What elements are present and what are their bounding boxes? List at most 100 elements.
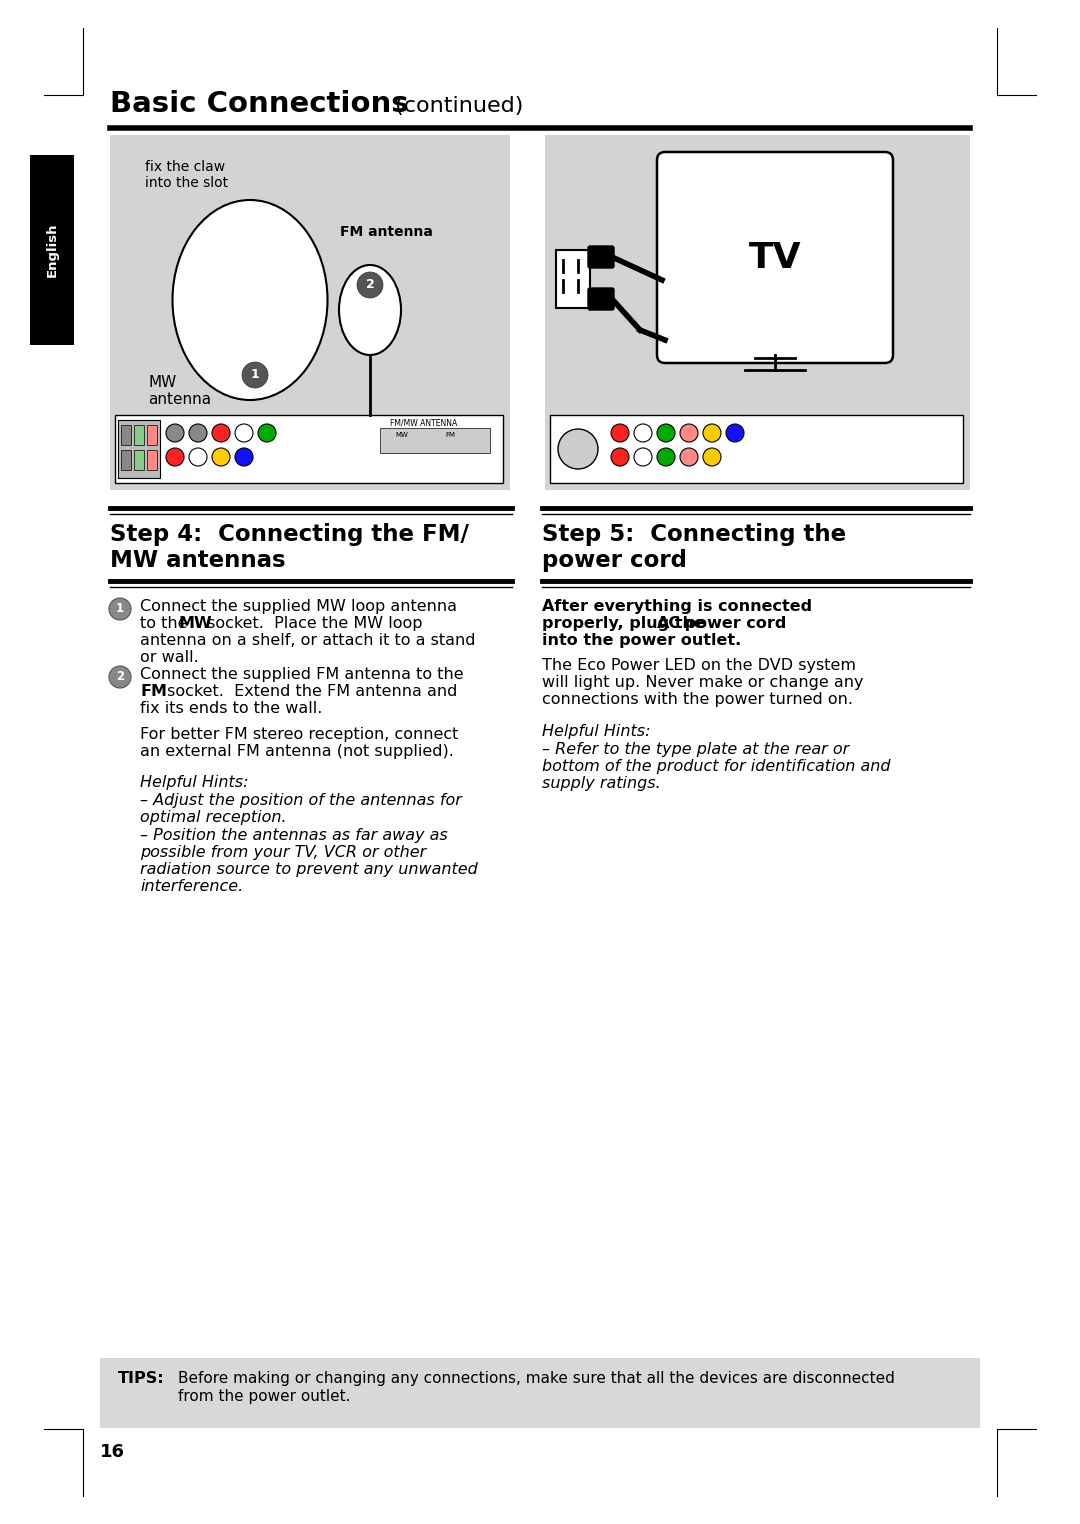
Text: power cord: power cord	[679, 616, 786, 631]
Bar	[110, 136, 510, 491]
Circle shape	[166, 448, 184, 466]
Text: Connect the supplied FM antenna to the: Connect the supplied FM antenna to the	[140, 668, 463, 683]
Bar	[118, 421, 160, 479]
Text: MW: MW	[178, 616, 212, 631]
Circle shape	[657, 424, 675, 442]
Bar	[121, 450, 131, 469]
Circle shape	[680, 448, 698, 466]
Text: Basic Connections: Basic Connections	[110, 90, 408, 117]
Text: antenna on a shelf, or attach it to a stand: antenna on a shelf, or attach it to a st…	[140, 632, 475, 648]
Text: supply ratings.: supply ratings.	[542, 776, 661, 791]
Circle shape	[726, 424, 744, 442]
Circle shape	[235, 448, 253, 466]
Text: (continued): (continued)	[388, 96, 524, 116]
Circle shape	[242, 363, 268, 389]
Text: – Adjust the position of the antennas for: – Adjust the position of the antennas fo…	[140, 792, 462, 808]
Bar	[147, 425, 157, 445]
Circle shape	[189, 424, 207, 442]
Circle shape	[703, 448, 721, 466]
Text: FM: FM	[140, 684, 167, 700]
Text: from the power outlet.: from the power outlet.	[178, 1388, 351, 1404]
Text: 2: 2	[116, 671, 124, 683]
Text: After everything is connected: After everything is connected	[542, 599, 812, 614]
Text: Step 5:  Connecting the: Step 5: Connecting the	[542, 523, 846, 546]
Bar	[100, 1358, 980, 1428]
Text: Helpful Hints:: Helpful Hints:	[140, 776, 248, 789]
Text: or wall.: or wall.	[140, 651, 199, 664]
Text: an external FM antenna (not supplied).: an external FM antenna (not supplied).	[140, 744, 454, 759]
Circle shape	[212, 424, 230, 442]
Text: socket.  Place the MW loop: socket. Place the MW loop	[202, 616, 422, 631]
Text: TIPS:: TIPS:	[118, 1372, 164, 1385]
Ellipse shape	[339, 265, 401, 355]
Ellipse shape	[173, 200, 327, 399]
Circle shape	[109, 666, 131, 687]
Circle shape	[235, 424, 253, 442]
Circle shape	[657, 448, 675, 466]
Text: For better FM stereo reception, connect: For better FM stereo reception, connect	[140, 727, 458, 742]
Circle shape	[611, 448, 629, 466]
Text: socket.  Extend the FM antenna and: socket. Extend the FM antenna and	[162, 684, 457, 700]
Text: 2: 2	[366, 279, 375, 291]
Bar	[147, 450, 157, 469]
Circle shape	[166, 424, 184, 442]
Text: TV: TV	[748, 241, 801, 274]
Circle shape	[634, 424, 652, 442]
Text: radiation source to prevent any unwanted: radiation source to prevent any unwanted	[140, 863, 477, 876]
Circle shape	[212, 448, 230, 466]
Text: MW: MW	[148, 375, 176, 390]
Text: interference.: interference.	[140, 879, 243, 895]
Circle shape	[357, 271, 383, 299]
Text: MW: MW	[395, 431, 408, 437]
Circle shape	[634, 448, 652, 466]
Text: Helpful Hints:: Helpful Hints:	[542, 724, 650, 739]
FancyBboxPatch shape	[588, 245, 615, 268]
Text: to the: to the	[140, 616, 192, 631]
Text: FM/MW ANTENNA: FM/MW ANTENNA	[390, 418, 457, 427]
Text: Step 4:  Connecting the FM/: Step 4: Connecting the FM/	[110, 523, 469, 546]
Text: connections with the power turned on.: connections with the power turned on.	[542, 692, 853, 707]
Text: MW antennas: MW antennas	[110, 549, 285, 572]
Text: English: English	[45, 223, 58, 277]
Text: will light up. Never make or change any: will light up. Never make or change any	[542, 675, 864, 690]
Bar	[380, 428, 490, 453]
Bar	[556, 250, 590, 308]
Bar	[550, 415, 963, 483]
Bar	[114, 415, 503, 483]
Bar	[545, 136, 970, 491]
Circle shape	[611, 424, 629, 442]
Text: optimal reception.: optimal reception.	[140, 809, 286, 824]
Text: into the slot: into the slot	[145, 175, 228, 190]
Text: 1: 1	[116, 602, 124, 616]
Text: 16: 16	[100, 1443, 125, 1462]
Text: – Position the antennas as far away as: – Position the antennas as far away as	[140, 828, 448, 843]
FancyBboxPatch shape	[588, 288, 615, 309]
Text: fix the claw: fix the claw	[145, 160, 225, 174]
Text: Before making or changing any connections, make sure that all the devices are di: Before making or changing any connection…	[178, 1372, 895, 1385]
FancyBboxPatch shape	[657, 152, 893, 363]
Text: fix its ends to the wall.: fix its ends to the wall.	[140, 701, 322, 716]
Circle shape	[558, 428, 598, 469]
Text: – Refer to the type plate at the rear or: – Refer to the type plate at the rear or	[542, 742, 849, 757]
Circle shape	[189, 448, 207, 466]
FancyBboxPatch shape	[30, 155, 75, 344]
Text: FM: FM	[445, 431, 455, 437]
Text: power cord: power cord	[542, 549, 687, 572]
Bar	[134, 425, 144, 445]
Text: 1: 1	[251, 369, 259, 381]
Text: AC: AC	[657, 616, 681, 631]
Circle shape	[703, 424, 721, 442]
Circle shape	[680, 424, 698, 442]
Text: bottom of the product for identification and: bottom of the product for identification…	[542, 759, 891, 774]
Circle shape	[258, 424, 276, 442]
Bar	[134, 450, 144, 469]
Text: antenna: antenna	[148, 392, 211, 407]
Text: FM antenna: FM antenna	[340, 226, 433, 239]
Bar	[121, 425, 131, 445]
Text: into the power outlet.: into the power outlet.	[542, 632, 741, 648]
Text: The Eco Power LED on the DVD system: The Eco Power LED on the DVD system	[542, 658, 856, 674]
Text: properly, plug the: properly, plug the	[542, 616, 711, 631]
Circle shape	[109, 597, 131, 620]
Text: Connect the supplied MW loop antenna: Connect the supplied MW loop antenna	[140, 599, 457, 614]
Text: possible from your TV, VCR or other: possible from your TV, VCR or other	[140, 844, 427, 860]
